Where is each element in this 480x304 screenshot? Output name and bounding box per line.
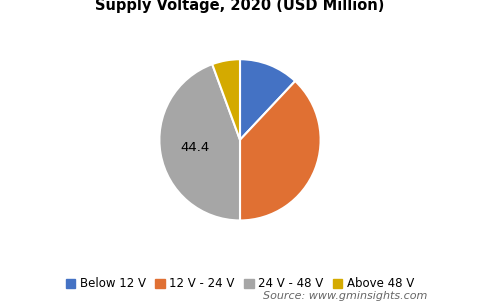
Title: Japan Motor Driver IC Market Size, By Maximum
Supply Voltage, 2020 (USD Million): Japan Motor Driver IC Market Size, By Ma… [42, 0, 438, 13]
Wedge shape [240, 59, 295, 140]
Wedge shape [240, 81, 321, 220]
Wedge shape [159, 64, 240, 220]
Text: Source: www.gminsights.com: Source: www.gminsights.com [264, 291, 428, 301]
Text: 44.4: 44.4 [180, 141, 210, 154]
Legend: Below 12 V, 12 V - 24 V, 24 V - 48 V, Above 48 V: Below 12 V, 12 V - 24 V, 24 V - 48 V, Ab… [61, 273, 419, 295]
Wedge shape [212, 59, 240, 140]
